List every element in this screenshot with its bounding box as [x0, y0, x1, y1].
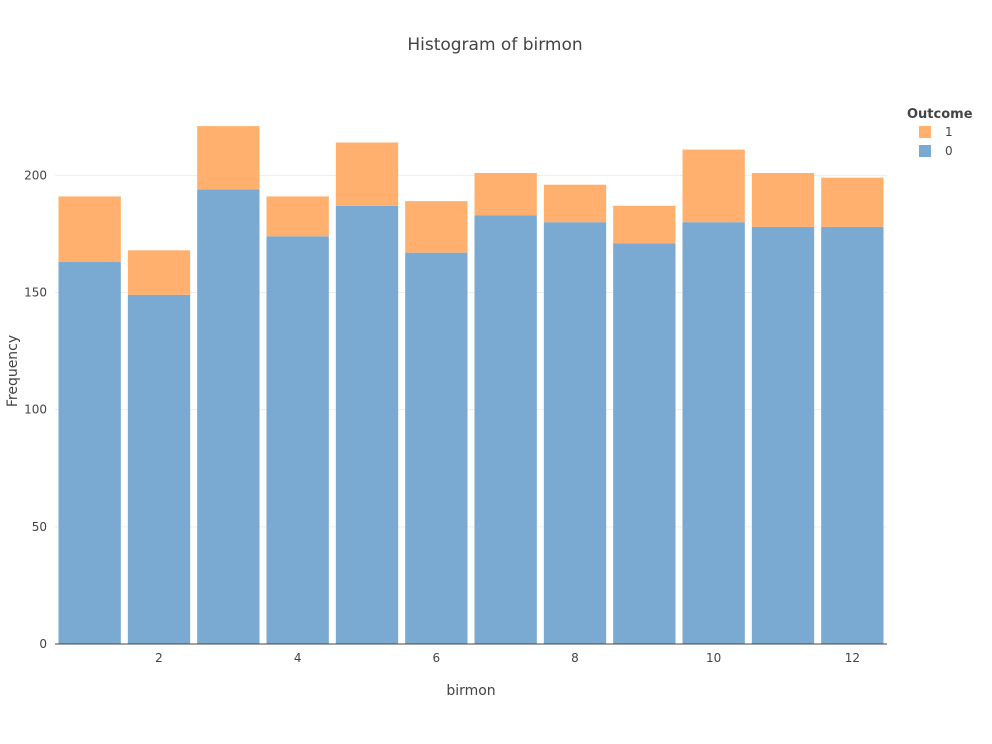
- bar-outcome-0-month-2: [127, 294, 191, 644]
- bars-layer: [58, 126, 884, 645]
- x-tick-label: 10: [706, 651, 721, 665]
- bar-outcome-0-month-9: [613, 243, 676, 645]
- x-axis-title: birmon: [446, 683, 495, 699]
- legend-swatch-0: [919, 145, 931, 157]
- bar-outcome-0-month-3: [197, 189, 260, 644]
- y-tick-label: 200: [24, 168, 47, 182]
- x-tick-label: 12: [845, 651, 860, 665]
- bar-outcome-1-month-6: [405, 201, 468, 253]
- y-axis-ticks: 0 50 100 150 200: [24, 168, 47, 651]
- bar-outcome-0-month-12: [821, 226, 884, 644]
- bar-outcome-1-month-11: [751, 172, 815, 227]
- bar-outcome-1-month-5: [335, 142, 399, 206]
- x-tick-label: 2: [155, 651, 163, 665]
- bar-outcome-1-month-9: [613, 205, 676, 244]
- bar-outcome-0-month-4: [266, 236, 329, 644]
- legend-swatch-1: [919, 126, 931, 138]
- bar-outcome-1-month-7: [474, 172, 537, 216]
- gridlines: [55, 174, 887, 528]
- bar-outcome-0-month-8: [543, 222, 607, 644]
- legend: Outcome 1 0: [907, 107, 973, 158]
- bar-outcome-1-month-3: [197, 126, 260, 190]
- bar-outcome-0-month-10: [682, 222, 745, 644]
- x-tick-label: 6: [433, 651, 441, 665]
- bar-outcome-0-month-7: [474, 215, 537, 644]
- bar-outcome-0-month-1: [58, 262, 121, 644]
- bar-outcome-1-month-8: [543, 184, 607, 223]
- legend-label-1: 1: [945, 125, 953, 139]
- y-axis-title: Frequency: [5, 335, 21, 407]
- bar-outcome-0-month-5: [335, 205, 399, 644]
- x-tick-label: 4: [294, 651, 302, 665]
- bar-outcome-1-month-4: [266, 196, 329, 237]
- y-tick-label: 50: [32, 520, 47, 534]
- chart-title: Histogram of birmon: [407, 35, 582, 55]
- bar-outcome-1-month-2: [127, 250, 191, 295]
- x-axis-ticks: 2 4 6 8 10 12: [155, 651, 860, 665]
- x-tick-label: 8: [571, 651, 579, 665]
- legend-title: Outcome: [907, 107, 973, 122]
- bar-outcome-0-month-11: [751, 226, 815, 644]
- bar-outcome-1-month-1: [58, 196, 121, 263]
- bar-outcome-1-month-10: [682, 149, 745, 223]
- y-tick-label: 0: [39, 637, 47, 651]
- y-tick-label: 150: [24, 285, 47, 299]
- bar-outcome-1-month-12: [821, 177, 884, 227]
- legend-label-0: 0: [945, 144, 953, 158]
- bar-outcome-0-month-6: [405, 252, 468, 644]
- y-tick-label: 100: [24, 403, 47, 417]
